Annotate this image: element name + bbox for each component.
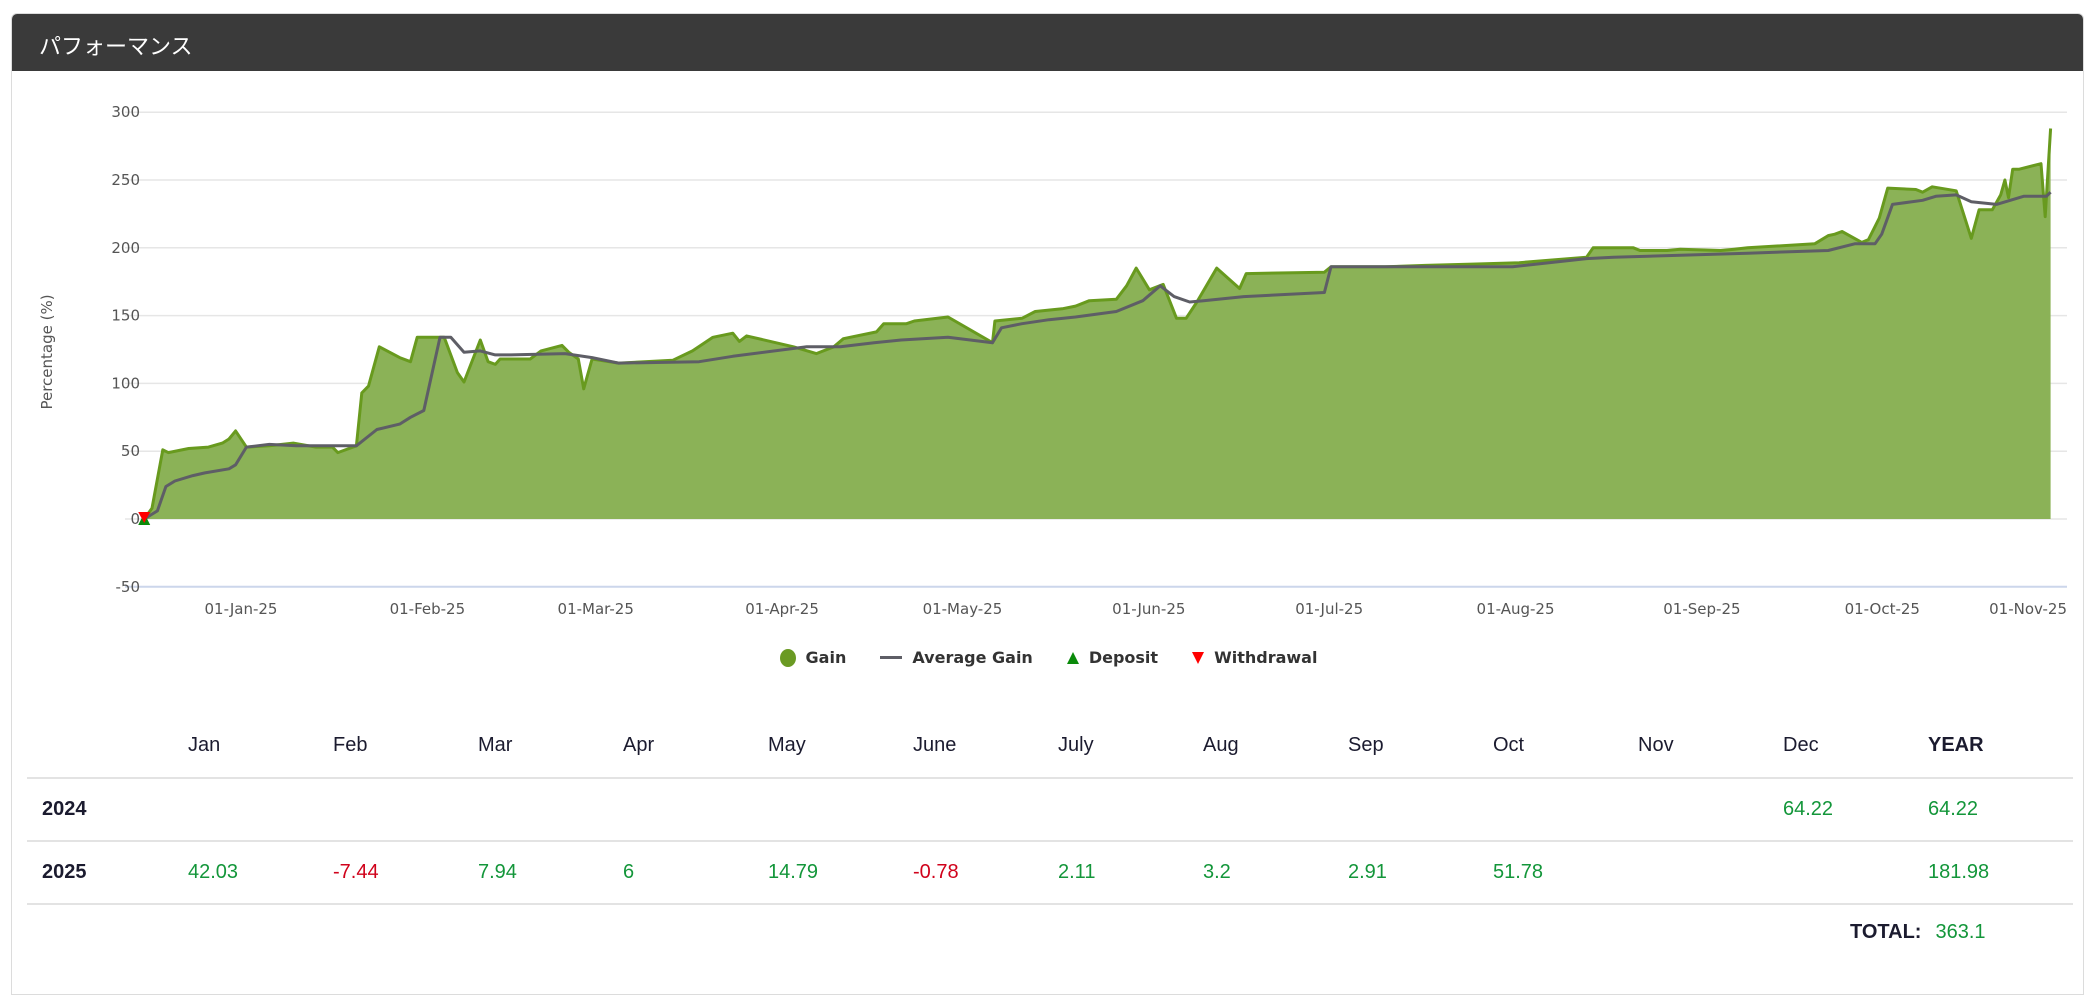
- month-value-cell: [1058, 778, 1203, 842]
- x-tick-label: 01-Feb-25: [390, 600, 466, 618]
- row-year: 2025: [27, 841, 188, 905]
- table-row: 2024 64.22 64.22: [27, 778, 2073, 842]
- header-month: July: [1058, 714, 1203, 779]
- row-year: 2024: [27, 778, 188, 842]
- month-value-cell: 51.78: [1493, 841, 1638, 905]
- month-value-cell: [333, 778, 478, 842]
- legend-average-gain[interactable]: Average Gain: [880, 648, 1033, 667]
- x-tick-label: 01-Jan-25: [205, 600, 278, 618]
- y-tick-label: 0: [130, 510, 140, 528]
- x-tick-label: 01-Jun-25: [1112, 600, 1185, 618]
- chart-legend: Gain Average Gain Deposit Withdrawal: [0, 648, 2097, 667]
- triangle-down-icon: [1192, 651, 1205, 664]
- header-month: Feb: [333, 714, 478, 779]
- panel-header: パフォーマンス: [12, 14, 2083, 71]
- y-axis-title: Percentage (%): [38, 294, 56, 409]
- month-value-cell: [478, 778, 623, 842]
- table-header-row: Jan Feb Mar Apr May June July Aug Sep Oct Nov Dec YE…: [27, 714, 2073, 779]
- total-value: 363.1: [1935, 921, 1986, 943]
- month-value-cell: 14.79: [768, 841, 913, 905]
- legend-withdrawal-label: Withdrawal: [1214, 648, 1318, 667]
- x-tick-label: 01-May-25: [923, 600, 1003, 618]
- header-month: Apr: [623, 714, 768, 779]
- header-month: Oct: [1493, 714, 1638, 779]
- y-tick-label: 200: [111, 239, 140, 257]
- month-value-cell: [1493, 778, 1638, 842]
- month-value-cell: [1203, 778, 1348, 842]
- month-value-cell: [1783, 841, 1928, 905]
- header-month: Sep: [1348, 714, 1493, 779]
- y-tick-label: 50: [121, 442, 140, 460]
- month-value-cell: 2.11: [1058, 841, 1203, 905]
- month-value-cell: 7.94: [478, 841, 623, 905]
- legend-deposit[interactable]: Deposit: [1066, 648, 1159, 667]
- x-tick-label: 01-Aug-25: [1477, 600, 1555, 618]
- header-month: Aug: [1203, 714, 1348, 779]
- month-value-cell: -7.44: [333, 841, 478, 905]
- y-tick-label: -50: [116, 578, 141, 596]
- legend-withdrawal[interactable]: Withdrawal: [1192, 648, 1317, 667]
- y-tick-label: 300: [111, 103, 140, 121]
- header-year-col: [27, 714, 188, 779]
- gain-dot-icon: [779, 648, 796, 667]
- header-month: Jan: [188, 714, 333, 779]
- month-value-cell: 6: [623, 841, 768, 905]
- month-value-cell: [623, 778, 768, 842]
- year-total-cell: 64.22: [1928, 778, 2073, 842]
- x-tick-label: 01-Jul-25: [1295, 600, 1363, 618]
- y-tick-label: 250: [111, 171, 140, 189]
- gain-area: [144, 128, 2051, 519]
- total-label: TOTAL:: [1850, 921, 1922, 943]
- month-value-cell: 3.2: [1203, 841, 1348, 905]
- x-tick-label: 01-Nov-25: [1989, 600, 2067, 618]
- monthly-performance-table: Jan Feb Mar Apr May June July Aug Sep Oct Nov Dec YE…: [27, 714, 2073, 905]
- legend-gain[interactable]: Gain: [779, 648, 847, 667]
- line-icon: [880, 656, 903, 659]
- table-row: 2025 42.03 -7.44 7.94 6 14.79 -0.78 2.11 3.2 2.91…: [27, 841, 2073, 905]
- x-tick-label: 01-Mar-25: [558, 600, 634, 618]
- month-value-cell: [1638, 778, 1783, 842]
- gain-line: [142, 128, 2053, 520]
- average-gain-line: [143, 191, 2052, 521]
- panel-title: パフォーマンス: [39, 35, 193, 60]
- header-month: June: [913, 714, 1058, 779]
- month-value-cell: [913, 778, 1058, 842]
- legend-gain-label: Gain: [805, 648, 847, 667]
- header-month: Mar: [478, 714, 623, 779]
- month-value-cell: 64.22: [1783, 778, 1928, 842]
- header-month: May: [768, 714, 913, 779]
- x-tick-label: 01-Oct-25: [1845, 600, 1920, 618]
- performance-chart: 300 250 200 150 100 50 0 -50 Percentage (%) 01-Ja…: [38, 103, 2067, 618]
- month-value-cell: [1348, 778, 1493, 842]
- x-tick-label: 01-Sep-25: [1663, 600, 1740, 618]
- legend-deposit-label: Deposit: [1088, 648, 1159, 667]
- y-tick-label: 150: [111, 307, 140, 325]
- x-tick-label: 01-Apr-25: [745, 600, 819, 618]
- header-year-total: YEAR: [1928, 714, 2073, 779]
- total-summary: TOTAL: 363.1: [1850, 921, 1986, 944]
- month-value-cell: 42.03: [188, 841, 333, 905]
- month-value-cell: 2.91: [1348, 841, 1493, 905]
- y-tick-label: 100: [111, 374, 140, 392]
- withdrawal-marker: [138, 512, 151, 523]
- month-value-cell: [188, 778, 333, 842]
- month-value-cell: [768, 778, 913, 842]
- year-total-cell: 181.98: [1928, 841, 2073, 905]
- header-month: Dec: [1783, 714, 1928, 779]
- triangle-up-icon: [1066, 651, 1079, 664]
- month-value-cell: -0.78: [913, 841, 1058, 905]
- legend-average-gain-label: Average Gain: [912, 648, 1033, 667]
- month-value-cell: [1638, 841, 1783, 905]
- header-month: Nov: [1638, 714, 1783, 779]
